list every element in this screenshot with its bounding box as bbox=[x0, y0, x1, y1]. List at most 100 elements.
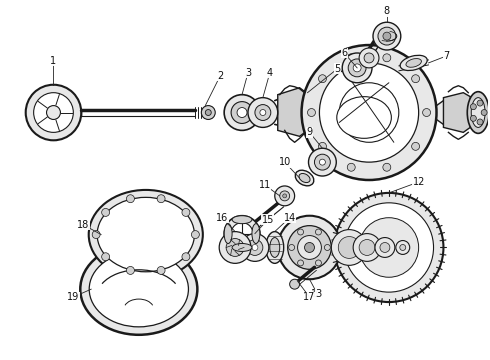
Circle shape bbox=[255, 105, 271, 121]
Text: 14: 14 bbox=[284, 213, 296, 223]
Circle shape bbox=[224, 95, 260, 130]
Circle shape bbox=[378, 27, 396, 45]
Circle shape bbox=[318, 143, 326, 150]
Ellipse shape bbox=[299, 174, 310, 183]
Circle shape bbox=[400, 244, 406, 251]
Circle shape bbox=[383, 54, 391, 62]
Text: 17: 17 bbox=[303, 292, 316, 302]
Circle shape bbox=[126, 195, 134, 203]
Circle shape bbox=[248, 98, 278, 127]
Circle shape bbox=[157, 266, 165, 274]
Circle shape bbox=[283, 194, 287, 198]
Ellipse shape bbox=[400, 55, 427, 71]
Polygon shape bbox=[437, 100, 443, 125]
Circle shape bbox=[470, 104, 476, 110]
Ellipse shape bbox=[467, 92, 489, 133]
Circle shape bbox=[252, 244, 258, 251]
Circle shape bbox=[231, 102, 253, 123]
Circle shape bbox=[301, 45, 437, 180]
Circle shape bbox=[224, 216, 260, 251]
Text: 7: 7 bbox=[443, 51, 449, 61]
Circle shape bbox=[318, 75, 326, 83]
Circle shape bbox=[477, 100, 483, 106]
Circle shape bbox=[241, 234, 269, 261]
Text: 2: 2 bbox=[217, 71, 223, 81]
Text: 16: 16 bbox=[216, 213, 228, 223]
Circle shape bbox=[347, 163, 355, 171]
Circle shape bbox=[157, 195, 165, 203]
Circle shape bbox=[477, 119, 483, 125]
Circle shape bbox=[297, 229, 303, 235]
Circle shape bbox=[205, 109, 211, 116]
Circle shape bbox=[47, 105, 60, 120]
Circle shape bbox=[25, 85, 81, 140]
Text: 13: 13 bbox=[311, 289, 323, 299]
Circle shape bbox=[383, 32, 391, 40]
Circle shape bbox=[34, 93, 74, 132]
Circle shape bbox=[231, 223, 253, 244]
Circle shape bbox=[226, 239, 244, 256]
Ellipse shape bbox=[89, 190, 203, 279]
Circle shape bbox=[353, 64, 361, 72]
Circle shape bbox=[237, 108, 247, 117]
Circle shape bbox=[192, 231, 199, 239]
Ellipse shape bbox=[471, 98, 485, 127]
Circle shape bbox=[305, 243, 315, 252]
Circle shape bbox=[219, 231, 251, 264]
Circle shape bbox=[309, 148, 336, 176]
Ellipse shape bbox=[232, 243, 252, 251]
Ellipse shape bbox=[97, 197, 195, 272]
Circle shape bbox=[101, 208, 110, 216]
Ellipse shape bbox=[406, 59, 421, 67]
Circle shape bbox=[373, 22, 401, 50]
Circle shape bbox=[412, 75, 419, 83]
Circle shape bbox=[126, 266, 134, 274]
Ellipse shape bbox=[80, 243, 197, 335]
Text: 5: 5 bbox=[334, 64, 341, 74]
Circle shape bbox=[359, 218, 418, 277]
Text: 12: 12 bbox=[413, 177, 425, 187]
Circle shape bbox=[260, 109, 266, 116]
Ellipse shape bbox=[295, 170, 314, 186]
Circle shape bbox=[288, 226, 331, 269]
Ellipse shape bbox=[89, 251, 189, 327]
Circle shape bbox=[359, 48, 379, 68]
Text: 11: 11 bbox=[259, 180, 271, 190]
Text: 18: 18 bbox=[77, 220, 89, 230]
Text: 3: 3 bbox=[245, 68, 251, 78]
Circle shape bbox=[182, 208, 190, 216]
Circle shape bbox=[470, 116, 476, 121]
Ellipse shape bbox=[224, 224, 232, 243]
Ellipse shape bbox=[270, 238, 280, 257]
Text: 6: 6 bbox=[341, 48, 347, 58]
Circle shape bbox=[383, 163, 391, 171]
Circle shape bbox=[92, 231, 100, 239]
Circle shape bbox=[338, 237, 360, 258]
Circle shape bbox=[319, 63, 418, 162]
Circle shape bbox=[297, 235, 321, 260]
Circle shape bbox=[289, 244, 294, 251]
Circle shape bbox=[334, 193, 443, 302]
Circle shape bbox=[247, 239, 263, 255]
Text: 4: 4 bbox=[267, 68, 273, 78]
Circle shape bbox=[339, 83, 399, 142]
Circle shape bbox=[331, 230, 367, 265]
Ellipse shape bbox=[252, 224, 260, 243]
Circle shape bbox=[319, 159, 325, 165]
Circle shape bbox=[280, 191, 290, 201]
Circle shape bbox=[275, 186, 294, 206]
Circle shape bbox=[324, 244, 330, 251]
Circle shape bbox=[316, 260, 321, 266]
Text: 19: 19 bbox=[67, 292, 79, 302]
Circle shape bbox=[364, 53, 374, 63]
Ellipse shape bbox=[232, 216, 252, 224]
Circle shape bbox=[481, 109, 487, 116]
Polygon shape bbox=[278, 88, 308, 136]
Circle shape bbox=[396, 240, 410, 255]
Circle shape bbox=[348, 59, 366, 77]
Text: 10: 10 bbox=[279, 157, 291, 167]
Circle shape bbox=[315, 154, 330, 170]
Circle shape bbox=[359, 239, 375, 255]
Circle shape bbox=[422, 109, 431, 117]
Circle shape bbox=[297, 260, 303, 266]
